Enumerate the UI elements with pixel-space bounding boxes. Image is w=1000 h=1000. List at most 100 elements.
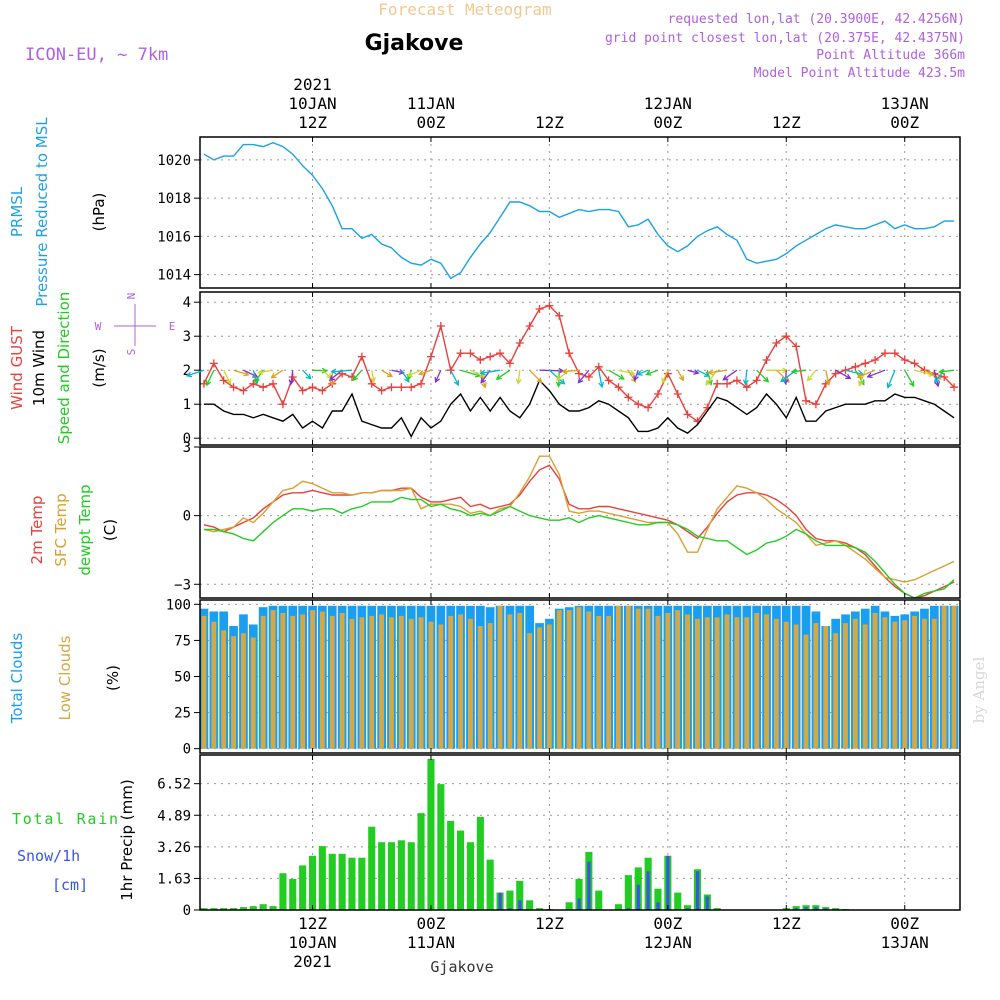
clouds-bar-low-clouds (606, 615, 612, 749)
wind-arrow-head (934, 381, 941, 388)
clouds-bar-low-clouds (754, 613, 760, 749)
precip-bar-total-rain (239, 907, 247, 910)
gust-marker (249, 379, 258, 388)
wind-arrow (206, 369, 215, 386)
precip-bar-snow-1h (636, 884, 640, 910)
clouds-bar-low-clouds (369, 615, 375, 749)
clouds-bar-low-clouds (704, 617, 710, 749)
temperature-series-dewpt-temp (203, 496, 955, 599)
wind-arrow-head (763, 376, 770, 383)
temp-label-sfc: SFC Temp (52, 493, 70, 566)
wind-arrow (835, 369, 851, 379)
top-time-label: 00Z (890, 113, 919, 132)
clouds-label-total: Total Clouds (8, 633, 26, 725)
pressure-unit: (hPa) (90, 193, 108, 232)
wind-arrow-head (352, 375, 359, 382)
gust-marker (545, 301, 554, 310)
gust-marker (515, 339, 524, 347)
gust-marker (496, 349, 505, 358)
precip-bar-total-rain (506, 890, 514, 910)
gust-marker (525, 322, 534, 330)
gust-marker (752, 376, 761, 385)
clouds-bar-low-clouds (537, 627, 542, 749)
top-time-label: 10JAN (288, 94, 336, 113)
gust-marker (308, 383, 317, 392)
gust-marker (565, 349, 574, 358)
gust-marker (239, 386, 248, 395)
precip-bar-total-rain (299, 865, 307, 910)
wind-arrow (517, 370, 521, 384)
precip-bar-snow-1h (666, 855, 670, 911)
wind-arrow-head (845, 373, 852, 380)
clouds-bar-low-clouds (507, 614, 513, 749)
precip-bar-snow-1h (705, 896, 709, 910)
clouds-bar-low-clouds (813, 623, 819, 749)
wind-arrow-head (243, 370, 250, 377)
compass-w: W (95, 320, 102, 333)
wind-arrow (792, 369, 807, 373)
precip-bar-total-rain (614, 904, 622, 910)
precip-bar-total-rain (338, 853, 346, 910)
precip-bar-total-rain (486, 859, 494, 910)
wind-arrow-head (481, 382, 487, 389)
precip-bar-snow-1h (577, 898, 581, 910)
bottom-time-label: 12Z (535, 914, 564, 933)
clouds-label-low: Low Clouds (56, 635, 74, 720)
clouds-bar-low-clouds (418, 617, 424, 749)
clouds-bar-low-clouds (300, 614, 306, 749)
wind-direction-arrows (185, 367, 955, 389)
precip-bar-total-rain (348, 857, 356, 910)
top-time-label: 00Z (417, 113, 446, 132)
precip-bar-total-rain (595, 890, 603, 910)
top-time-label: 12Z (298, 113, 327, 132)
gust-marker (466, 349, 475, 358)
wind-arrow-head (555, 381, 562, 388)
gust-marker (209, 359, 218, 368)
wind-arrow (331, 369, 353, 373)
temperature-frame (199, 446, 961, 599)
wind-arrow-head (495, 374, 502, 380)
gust-marker (782, 332, 791, 341)
clouds-bar-low-clouds (241, 633, 246, 749)
wind-arrow (687, 369, 699, 374)
gust-marker (456, 349, 465, 358)
top-time-label: 12JAN (644, 94, 692, 113)
clouds-bar-low-clouds (359, 617, 365, 749)
gust-marker (713, 379, 722, 388)
wind-arrow (578, 369, 590, 384)
temp-unit: (C) (101, 519, 119, 541)
temperature-series-2m-temp (203, 464, 955, 599)
wind-arrow (904, 369, 915, 387)
gust-marker (594, 362, 603, 371)
gust-marker (871, 356, 880, 364)
wind-arrow (480, 369, 501, 374)
gust-marker (505, 359, 514, 368)
clouds-bar-low-clouds (616, 605, 621, 749)
gust-marker (742, 383, 751, 392)
clouds-bar-low-clouds (329, 615, 335, 749)
wind-arrow-head (780, 376, 787, 383)
wind-arrow (723, 369, 738, 381)
wind-arrow (407, 369, 422, 377)
top-time-label: 12Z (772, 113, 801, 132)
wind-unit: (m/s) (90, 348, 108, 387)
wind-arrow (450, 369, 459, 386)
gust-marker (476, 356, 485, 364)
wind-arrow (914, 369, 934, 376)
wind-ytick-label: 0 (183, 431, 191, 447)
clouds-bar-low-clouds (803, 634, 809, 749)
wind-arrow-head (321, 367, 328, 374)
bottom-time-label: 12Z (298, 914, 327, 933)
wind-arrow-head (555, 375, 562, 381)
precip-bar-total-rain (792, 906, 800, 910)
gust-marker (417, 379, 426, 388)
wind-arrow (381, 369, 393, 377)
gust-marker (486, 352, 495, 361)
precip-bar-snow-1h (646, 871, 650, 911)
top-time-label: 00Z (653, 113, 682, 132)
wind-arrow-head (479, 369, 486, 376)
location-title: Gjakove (365, 31, 464, 56)
top-time-label: 13JAN (881, 94, 929, 113)
